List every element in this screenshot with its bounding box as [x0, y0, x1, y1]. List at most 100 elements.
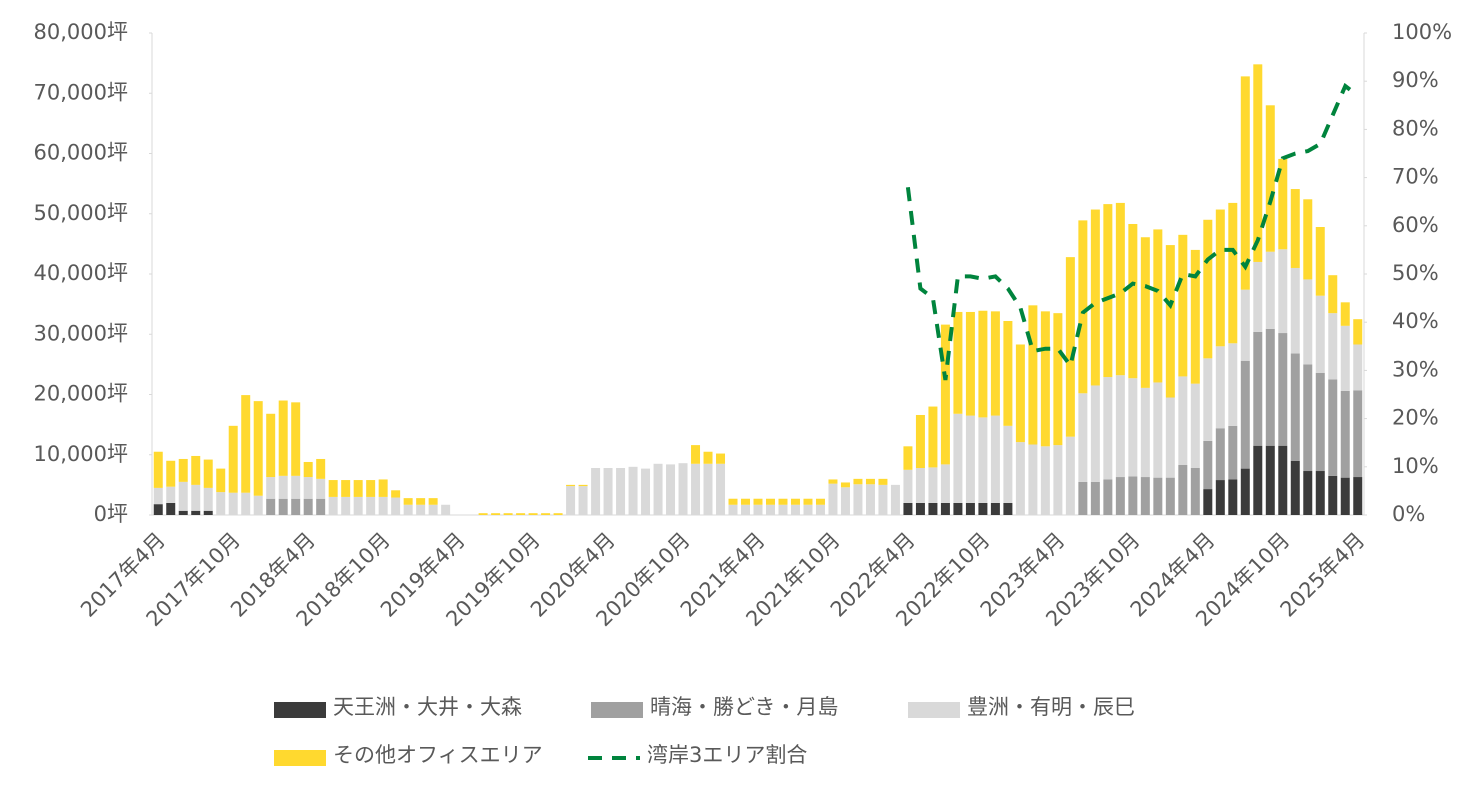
legend-label: 豊洲・有明・辰巳 [967, 695, 1135, 719]
bar-segment [1253, 445, 1263, 515]
bar-segment [266, 498, 276, 515]
bar-segment [990, 415, 1000, 503]
bar-segment [1340, 302, 1350, 326]
bar-segment [166, 486, 176, 503]
bar-segment [191, 455, 201, 485]
bar-segment [378, 496, 388, 515]
bar-segment [1228, 202, 1238, 344]
bar-segment [1003, 425, 1013, 503]
bar-segment [428, 504, 438, 515]
bar-segment [391, 497, 401, 515]
bar-segment [828, 479, 838, 484]
y2-tick-label: 70% [1392, 165, 1439, 189]
bar-segment [1303, 471, 1313, 515]
bar-segment [166, 460, 176, 487]
bar-segment [915, 468, 925, 503]
bar-segment [778, 498, 788, 505]
y2-tick-label: 0% [1392, 502, 1425, 526]
bar-segment [1178, 234, 1188, 377]
bar-segment [1115, 477, 1125, 515]
y2-tick-label: 100% [1392, 20, 1452, 44]
bar-segment [228, 492, 238, 515]
bar-segment [716, 463, 726, 515]
bar-segment [278, 400, 288, 476]
bar-segment [366, 480, 376, 497]
bar-segment [728, 498, 738, 505]
y2-tick-label: 20% [1392, 406, 1439, 430]
bar-segment [1040, 446, 1050, 515]
bar-segment [1278, 249, 1288, 334]
bar-segment [1353, 390, 1363, 478]
bar-segment [291, 402, 301, 476]
bar-segment [840, 487, 850, 515]
y-tick-label: 60,000坪 [34, 141, 128, 165]
bar-segment [1140, 387, 1150, 478]
bar-segment [278, 498, 288, 515]
y2-tick-label: 90% [1392, 68, 1439, 92]
bar-segment [1128, 476, 1138, 515]
bar-segment [1278, 333, 1288, 446]
bar-segment [1203, 219, 1213, 359]
y-tick-label: 30,000坪 [34, 321, 128, 345]
bar-segment [1028, 305, 1038, 445]
bar-segment [1290, 267, 1300, 354]
bar-segment [728, 504, 738, 515]
bar-segment [790, 498, 800, 505]
bar-segment [878, 478, 888, 485]
bar-segment [1265, 445, 1275, 515]
legend-label: 晴海・勝どき・月島 [650, 695, 838, 719]
bar-segment [1165, 397, 1175, 478]
bar-segment [303, 461, 313, 478]
bar-segment [978, 502, 988, 515]
bar-segment [1265, 328, 1275, 446]
bar-segment [1353, 344, 1363, 391]
bar-segment [1303, 279, 1313, 365]
bar-segment [1315, 227, 1325, 296]
bar-segment [815, 504, 825, 515]
bar-segment [341, 480, 351, 497]
legend-label: 湾岸3エリア割合 [647, 743, 807, 767]
bar-segment [316, 458, 326, 479]
bar-segment [753, 498, 763, 505]
bar-segment [1078, 481, 1088, 515]
bar-segment [1240, 468, 1250, 515]
bar-segment [303, 498, 313, 515]
bar-segment [516, 513, 526, 515]
bar-segment [1090, 481, 1100, 515]
bar-segment [478, 513, 488, 515]
y2-tick-label: 40% [1392, 309, 1439, 333]
bar-segment [953, 413, 963, 503]
bar-segment [578, 484, 588, 487]
bar-segment [1340, 325, 1350, 391]
y2-tick-label: 60% [1392, 213, 1439, 237]
bar-segment [428, 498, 438, 505]
bar-segment [316, 498, 326, 515]
bar-segment [391, 490, 401, 498]
bar-segment [903, 446, 913, 470]
bar-segment [153, 504, 163, 515]
bar-segment [1103, 204, 1113, 378]
bar-segment [1315, 471, 1325, 515]
bar-segment [1265, 105, 1275, 252]
bar-segment [216, 468, 226, 493]
bar-segment [553, 513, 563, 515]
bar-segment [965, 502, 975, 515]
bar-segment [1303, 199, 1313, 280]
y-tick-label: 70,000坪 [34, 80, 128, 104]
bar-segment [216, 492, 226, 515]
bar-segment [978, 310, 988, 418]
bar-segment [1040, 311, 1050, 447]
bar-segment [903, 502, 913, 515]
bar-segment [178, 458, 188, 482]
bar-segment [403, 504, 413, 515]
bar-segment [990, 502, 1000, 515]
bar-segment [990, 311, 1000, 416]
bar-segment [353, 496, 363, 515]
bar-segment [1103, 377, 1113, 480]
bar-segment [616, 468, 626, 515]
bar-segment [1190, 249, 1200, 384]
bar-segment [153, 451, 163, 488]
bar-segment [541, 513, 551, 515]
bar-segment [1215, 346, 1225, 429]
